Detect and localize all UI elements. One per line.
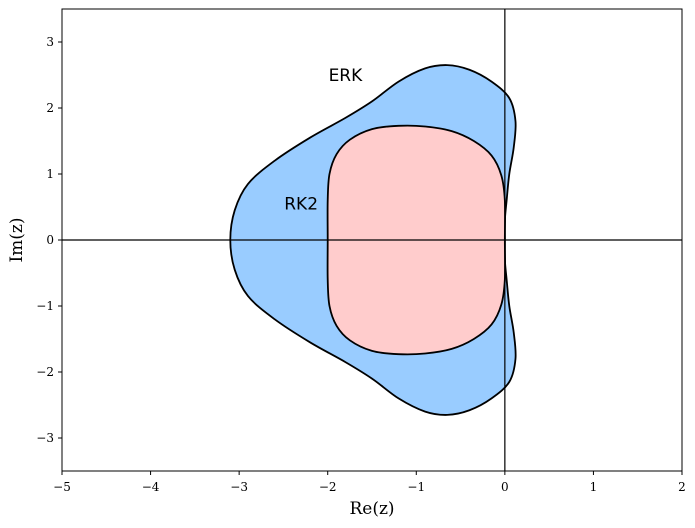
y-tick-label: −1: [36, 299, 54, 313]
x-tick-label: 0: [501, 480, 509, 494]
y-axis-label: Im(z): [7, 217, 27, 262]
x-tick-label: −2: [319, 480, 337, 494]
x-tick-label: −1: [407, 480, 425, 494]
x-tick-label: −4: [142, 480, 160, 494]
y-tick-label: 1: [46, 167, 54, 181]
x-tick-label: 1: [590, 480, 598, 494]
x-tick-label: −3: [230, 480, 248, 494]
region-label-rk2: RK2: [284, 195, 318, 215]
x-axis-label: Re(z): [349, 499, 394, 519]
y-tick-label: 0: [46, 233, 54, 247]
x-tick-label: −5: [53, 480, 71, 494]
y-tick-label: 3: [46, 35, 54, 49]
region-labels: ERK RK2: [284, 66, 363, 215]
ticks-layer: −5 −4 −3 −2 −1 0 1 2 −3 −2 −1 0 1 2 3: [36, 35, 686, 494]
reference-lines: [62, 9, 682, 471]
y-tick-label: 2: [46, 101, 54, 115]
y-tick-label: −3: [36, 431, 54, 445]
region-label-erk: ERK: [329, 66, 364, 86]
x-tick-label: 2: [678, 480, 686, 494]
y-tick-label: −2: [36, 365, 54, 379]
